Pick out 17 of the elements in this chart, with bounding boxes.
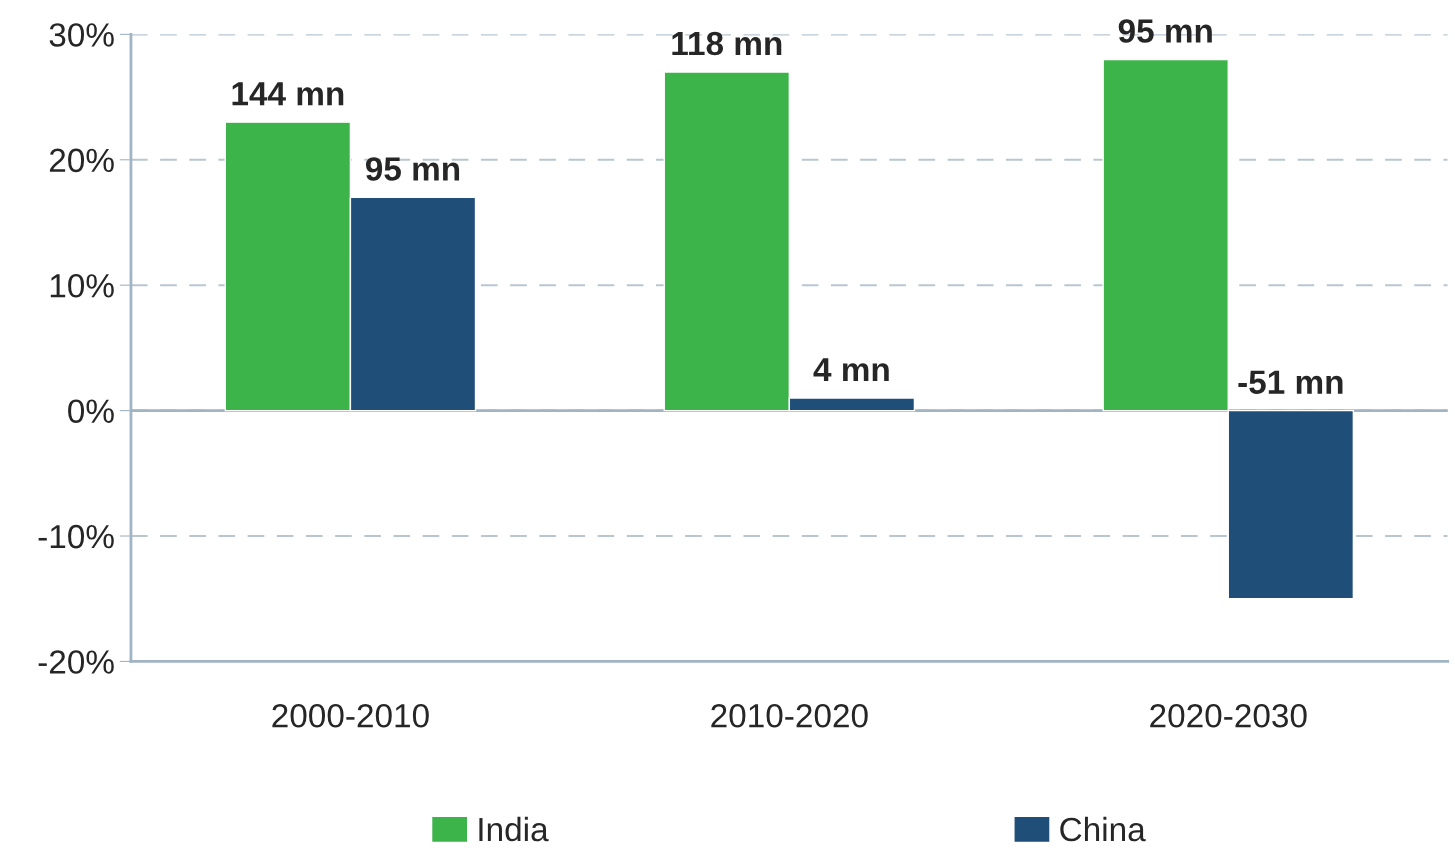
annotation: 95 mn — [365, 157, 460, 181]
annotation: -51 mn — [1238, 370, 1343, 394]
x-tick-label: 2020-2030 — [1150, 703, 1307, 728]
annotation: 118 mn — [672, 31, 782, 56]
y-tick-label: 10% — [50, 273, 114, 298]
y-tick-label: 0% — [68, 399, 114, 424]
annotation: 4 mn — [813, 358, 889, 382]
annotation: 95 mn — [1118, 19, 1212, 43]
y-tick-label: -20% — [38, 650, 114, 674]
x-tick-label: 2000-2010 — [272, 703, 429, 728]
legend-label: India — [479, 816, 549, 842]
y-tick-label: -10% — [38, 524, 114, 549]
y-tick-label: 30% — [49, 23, 114, 47]
x-tick-label: 2010-2020 — [711, 703, 868, 728]
annotation: 144 mn — [232, 82, 344, 106]
legend-label: China — [1060, 816, 1146, 842]
y-tick-label: 20% — [49, 148, 114, 173]
